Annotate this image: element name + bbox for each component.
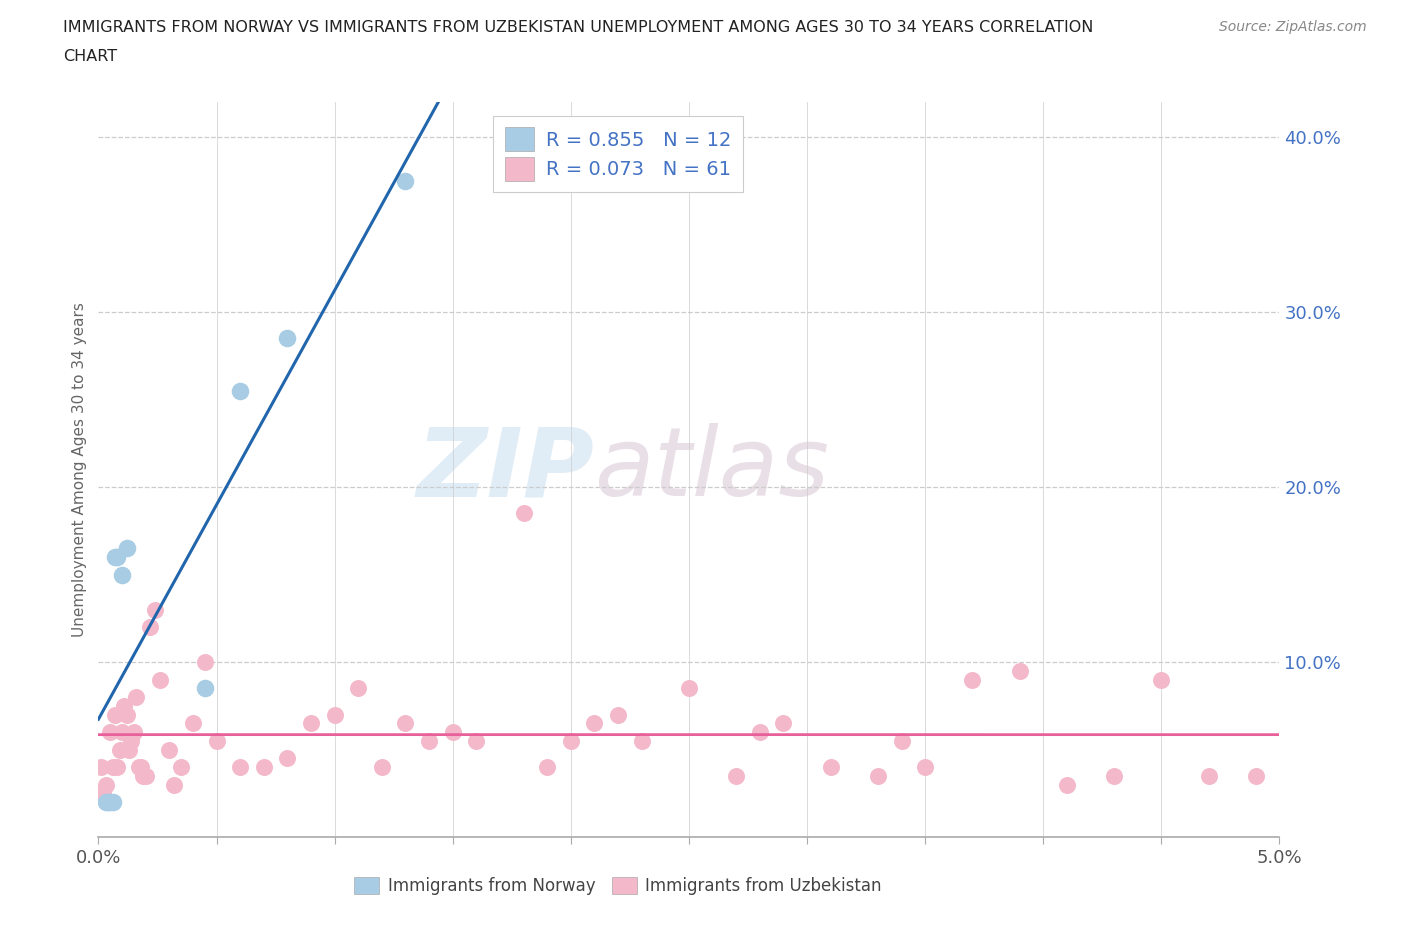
Text: CHART: CHART <box>63 49 117 64</box>
Text: atlas: atlas <box>595 423 830 516</box>
Point <box>143 602 166 617</box>
Point <box>914 760 936 775</box>
Point <box>347 681 370 696</box>
Point <box>583 716 606 731</box>
Point <box>1198 768 1220 783</box>
Point <box>1244 768 1267 783</box>
Text: ZIP: ZIP <box>416 423 595 516</box>
Point <box>112 698 135 713</box>
Point <box>299 716 322 731</box>
Point <box>111 724 134 739</box>
Point <box>820 760 842 775</box>
Point <box>98 794 121 809</box>
Point <box>129 760 152 775</box>
Point <box>163 777 186 792</box>
Point <box>866 768 889 783</box>
Legend: Immigrants from Norway, Immigrants from Uzbekistan: Immigrants from Norway, Immigrants from … <box>347 870 889 902</box>
Point <box>229 383 252 398</box>
Point <box>276 751 298 765</box>
Point <box>418 734 440 749</box>
Point <box>181 716 204 731</box>
Point <box>1102 768 1125 783</box>
Y-axis label: Unemployment Among Ages 30 to 34 years: Unemployment Among Ages 30 to 34 years <box>72 302 87 637</box>
Text: Source: ZipAtlas.com: Source: ZipAtlas.com <box>1219 20 1367 34</box>
Point <box>125 690 148 705</box>
Point <box>205 734 228 749</box>
Point <box>101 794 124 809</box>
Point <box>560 734 582 749</box>
Point <box>394 716 416 731</box>
Point <box>276 331 298 346</box>
Point <box>118 742 141 757</box>
Point <box>115 541 138 556</box>
Point <box>111 567 134 582</box>
Point <box>104 550 127 565</box>
Point <box>104 707 127 722</box>
Point <box>253 760 276 775</box>
Point <box>678 681 700 696</box>
Point <box>135 768 157 783</box>
Point <box>101 760 124 775</box>
Point <box>91 786 114 801</box>
Point <box>1008 663 1031 678</box>
Point <box>772 716 794 731</box>
Point <box>105 550 128 565</box>
Point <box>108 742 131 757</box>
Point <box>725 768 748 783</box>
Point <box>1056 777 1078 792</box>
Point <box>748 724 770 739</box>
Point <box>465 734 488 749</box>
Point <box>157 742 180 757</box>
Point <box>94 777 117 792</box>
Point <box>170 760 193 775</box>
Point <box>194 681 217 696</box>
Point <box>394 174 416 189</box>
Point <box>122 724 145 739</box>
Point <box>128 760 150 775</box>
Point <box>132 768 155 783</box>
Point <box>607 707 630 722</box>
Point <box>139 619 162 634</box>
Point <box>536 760 558 775</box>
Point <box>115 707 138 722</box>
Point <box>90 760 112 775</box>
Point <box>323 707 346 722</box>
Point <box>371 760 394 775</box>
Point <box>229 760 252 775</box>
Point <box>149 672 172 687</box>
Point <box>630 734 652 749</box>
Point <box>962 672 984 687</box>
Point <box>512 506 534 521</box>
Point <box>97 794 120 809</box>
Point <box>94 794 117 809</box>
Point <box>1150 672 1173 687</box>
Point <box>97 794 120 809</box>
Point <box>121 734 143 749</box>
Point <box>890 734 912 749</box>
Point <box>441 724 464 739</box>
Point <box>105 760 128 775</box>
Point <box>194 655 217 670</box>
Point <box>98 724 121 739</box>
Text: IMMIGRANTS FROM NORWAY VS IMMIGRANTS FROM UZBEKISTAN UNEMPLOYMENT AMONG AGES 30 : IMMIGRANTS FROM NORWAY VS IMMIGRANTS FRO… <box>63 20 1094 35</box>
